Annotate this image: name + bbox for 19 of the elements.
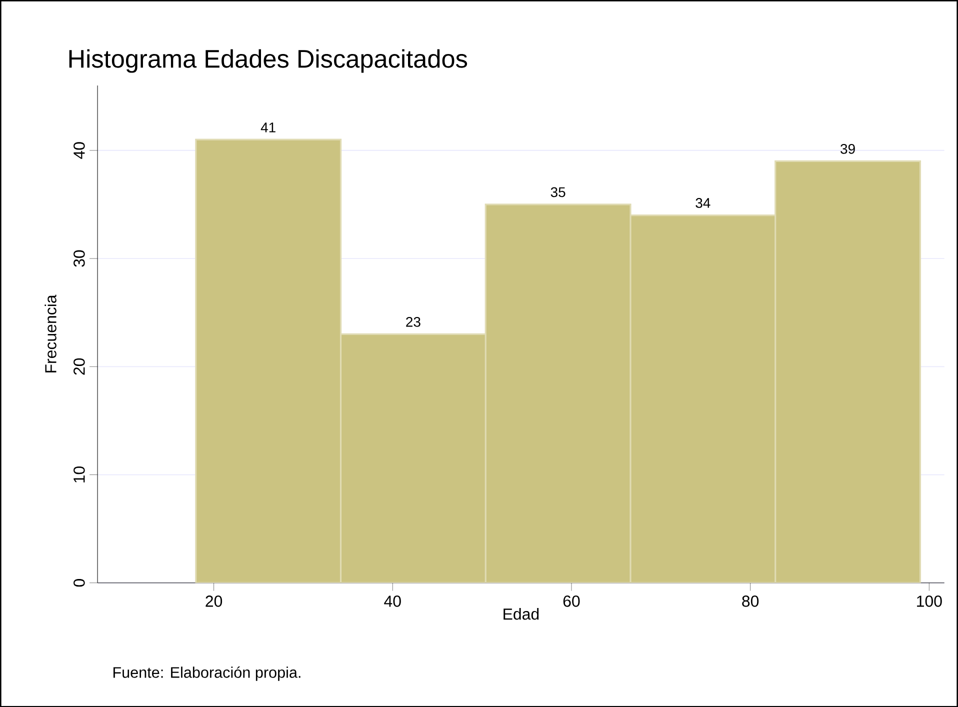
y-axis-title: Frecuencia: [44, 294, 56, 372]
source-note: Fuente: Elaboración propia.: [113, 666, 300, 681]
x-tick-label: 80: [742, 595, 759, 607]
data-label: 39: [840, 144, 855, 154]
y-tick-label: 20: [74, 358, 85, 375]
x-tick-label: 100: [917, 595, 942, 607]
data-label: 34: [696, 198, 710, 208]
data-label: 41: [260, 122, 276, 132]
y-tick-label: 10: [74, 466, 85, 482]
chart-title: Histograma Edades Discapacitados: [69, 49, 468, 73]
data-label: 23: [406, 316, 420, 327]
data-label: 35: [550, 187, 566, 197]
x-tick-label: 40: [384, 595, 401, 607]
y-tick-label: 30: [74, 250, 85, 267]
y-tick-label: 0: [74, 578, 85, 586]
y-tick-label: 40: [74, 142, 85, 159]
x-axis-title: Edad: [504, 608, 539, 620]
x-tick-label: 60: [563, 595, 580, 607]
x-tick-label: 20: [206, 595, 222, 607]
